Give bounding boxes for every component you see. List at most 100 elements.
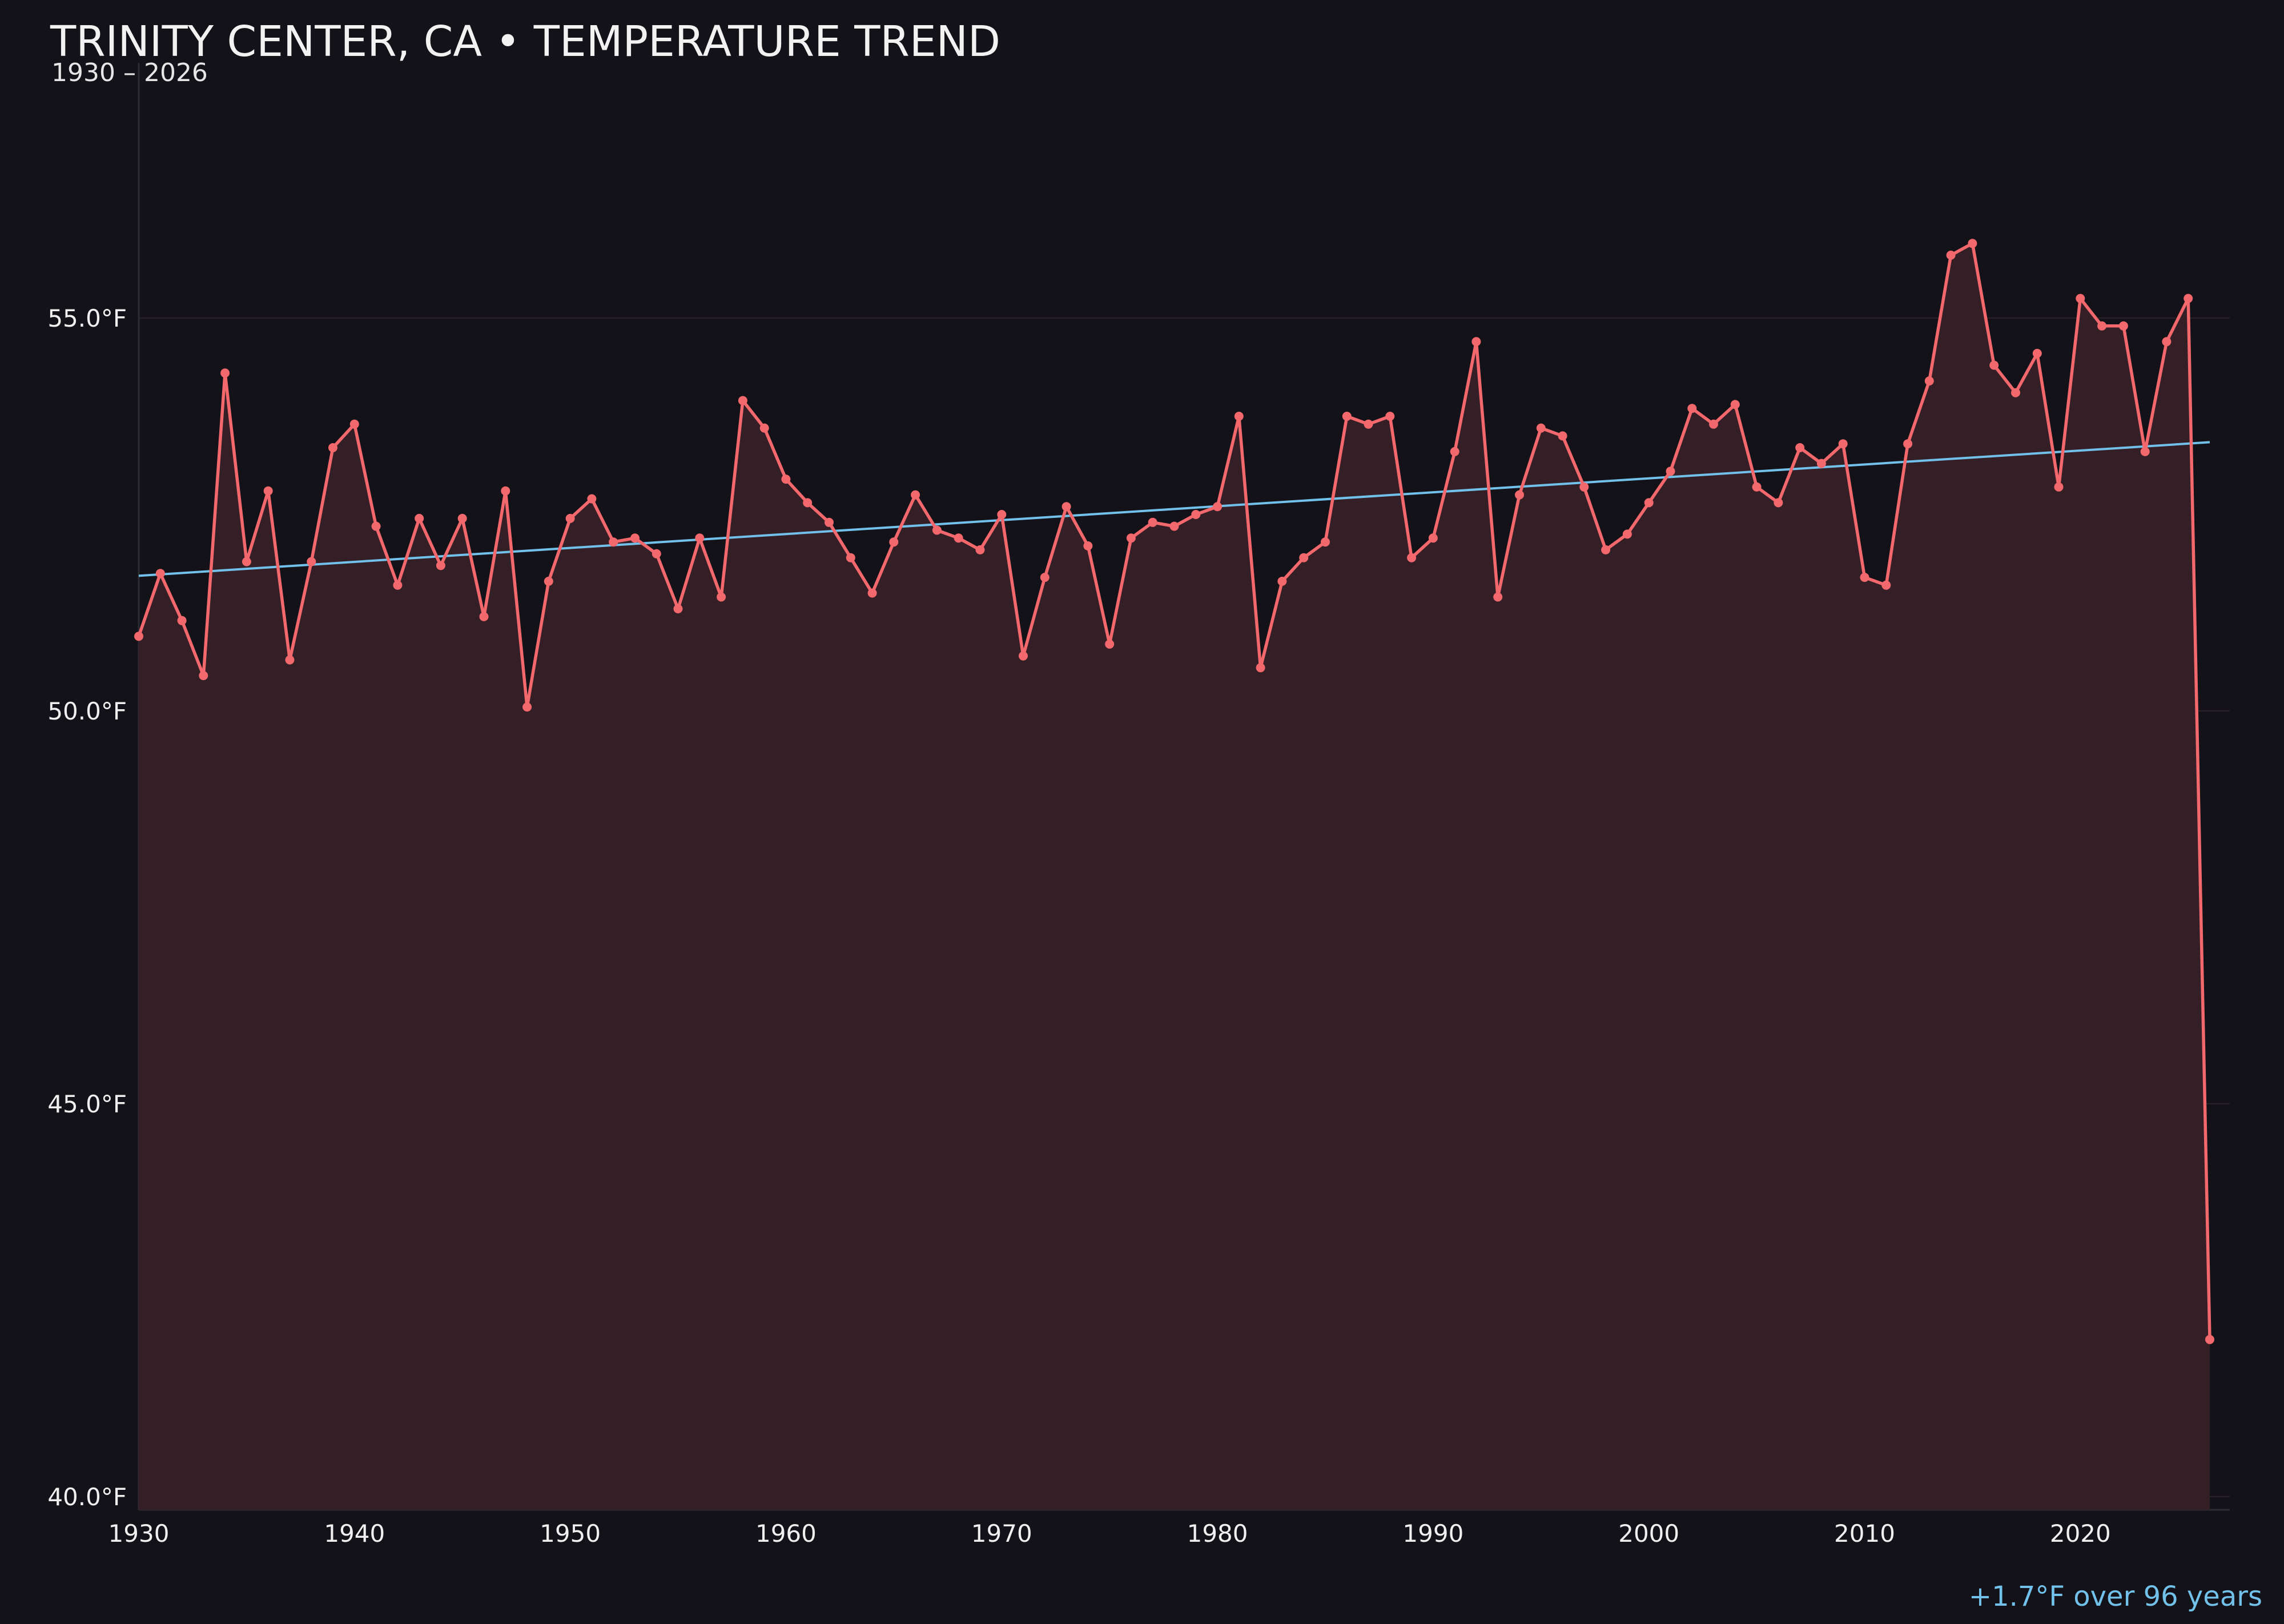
data-point-1966 (911, 490, 920, 500)
y-tick-label: 45.0°F (47, 1090, 127, 1118)
data-point-1964 (867, 588, 877, 598)
data-point-1943 (415, 513, 424, 523)
x-tick-label: 1940 (324, 1520, 385, 1547)
x-tick-labels: 1930 1940 1950 1960 1970 1980 1990 2000 2010 2020 (108, 1520, 2111, 1547)
data-point-2023 (2140, 447, 2150, 456)
data-points (134, 239, 2214, 1344)
data-point-1979 (1191, 510, 1201, 519)
data-point-1968 (954, 533, 963, 543)
x-tick-label: 2020 (2050, 1520, 2111, 1547)
data-point-1946 (479, 612, 489, 621)
data-point-2003 (1709, 419, 1718, 429)
data-point-2026 (2205, 1334, 2214, 1344)
data-point-1996 (1558, 431, 1567, 441)
data-point-1960 (781, 475, 791, 484)
data-point-2000 (1644, 498, 1654, 508)
data-point-1973 (1061, 502, 1071, 512)
data-point-1969 (975, 545, 985, 554)
data-point-1997 (1579, 482, 1589, 492)
data-point-2021 (2097, 321, 2107, 331)
data-point-1976 (1126, 533, 1136, 543)
trend-line-layer (138, 441, 2210, 577)
data-point-1987 (1364, 419, 1373, 429)
data-point-1983 (1277, 577, 1287, 586)
data-point-1995 (1536, 423, 1546, 433)
data-point-1952 (609, 537, 618, 547)
y-tick-labels: 40.0°F 45.0°F 50.0°F 55.0°F (47, 304, 127, 1511)
data-point-1940 (349, 419, 359, 429)
data-point-1934 (220, 368, 230, 378)
data-point-1933 (199, 671, 208, 681)
data-point-1977 (1148, 517, 1157, 527)
data-point-1978 (1169, 521, 1179, 531)
data-point-2011 (1881, 580, 1891, 590)
data-point-1988 (1385, 412, 1395, 421)
y-tick-label: 55.0°F (47, 304, 127, 332)
data-point-1981 (1234, 412, 1244, 421)
data-point-2005 (1752, 482, 1762, 492)
data-point-1980 (1213, 502, 1223, 512)
data-point-2016 (1989, 360, 1999, 370)
data-point-1954 (652, 549, 661, 558)
data-point-1974 (1083, 541, 1093, 550)
x-tick-label: 2000 (1618, 1520, 1679, 1547)
data-point-1994 (1515, 490, 1524, 500)
data-point-2022 (2118, 321, 2128, 331)
data-point-2008 (1816, 459, 1826, 468)
data-point-1956 (695, 533, 705, 543)
data-point-2024 (2162, 337, 2172, 347)
data-point-2006 (1774, 498, 1783, 508)
x-tick-label: 1930 (108, 1520, 170, 1547)
data-point-1972 (1040, 573, 1049, 582)
data-point-1993 (1493, 592, 1503, 602)
x-tick-label: 1960 (755, 1520, 817, 1547)
data-point-2010 (1860, 573, 1869, 582)
data-point-1936 (263, 486, 273, 496)
data-point-1998 (1601, 545, 1611, 554)
x-tick-label: 1990 (1402, 1520, 1463, 1547)
data-point-1955 (673, 604, 683, 614)
chart-subtitle: 1930 – 2026 (51, 58, 208, 87)
y-tick-label: 50.0°F (47, 697, 127, 725)
data-point-2013 (1924, 376, 1934, 386)
data-point-1962 (825, 517, 834, 527)
data-point-1991 (1450, 447, 1459, 456)
data-point-1961 (803, 498, 813, 508)
x-tick-label: 1980 (1187, 1520, 1248, 1547)
y-tick-label: 40.0°F (47, 1483, 127, 1511)
data-point-1930 (134, 632, 143, 641)
data-point-1932 (177, 616, 187, 625)
data-point-1937 (285, 655, 295, 665)
data-point-2019 (2054, 482, 2064, 492)
data-point-1951 (587, 494, 597, 504)
data-point-2004 (1730, 400, 1740, 409)
x-tick-label: 2010 (1834, 1520, 1895, 1547)
data-point-1990 (1428, 533, 1438, 543)
data-point-2025 (2184, 294, 2193, 303)
data-point-1938 (307, 557, 316, 566)
data-point-1939 (328, 443, 337, 452)
trend-line (138, 441, 2210, 577)
data-point-1986 (1342, 412, 1352, 421)
trend-annotation: +1.7°F over 96 years (1969, 1581, 2262, 1613)
data-point-2018 (2032, 348, 2042, 358)
data-point-1948 (522, 702, 532, 712)
chart-title: TRINITY CENTER, CA • TEMPERATURE TREND (50, 17, 1000, 66)
data-point-1958 (738, 396, 747, 405)
data-point-1967 (932, 525, 942, 535)
data-point-1975 (1105, 640, 1115, 649)
data-point-1947 (501, 486, 510, 496)
x-tick-label: 1950 (540, 1520, 601, 1547)
data-point-2009 (1838, 439, 1848, 449)
data-point-2017 (2011, 388, 2020, 397)
data-point-1945 (457, 513, 467, 523)
data-point-2002 (1687, 404, 1697, 413)
data-point-1941 (371, 521, 381, 531)
data-point-1971 (1019, 651, 1028, 661)
data-point-1953 (630, 533, 640, 543)
data-point-2015 (1968, 239, 1977, 248)
data-point-2020 (2076, 294, 2085, 303)
data-point-2014 (1946, 250, 1956, 260)
data-point-2001 (1666, 467, 1675, 476)
